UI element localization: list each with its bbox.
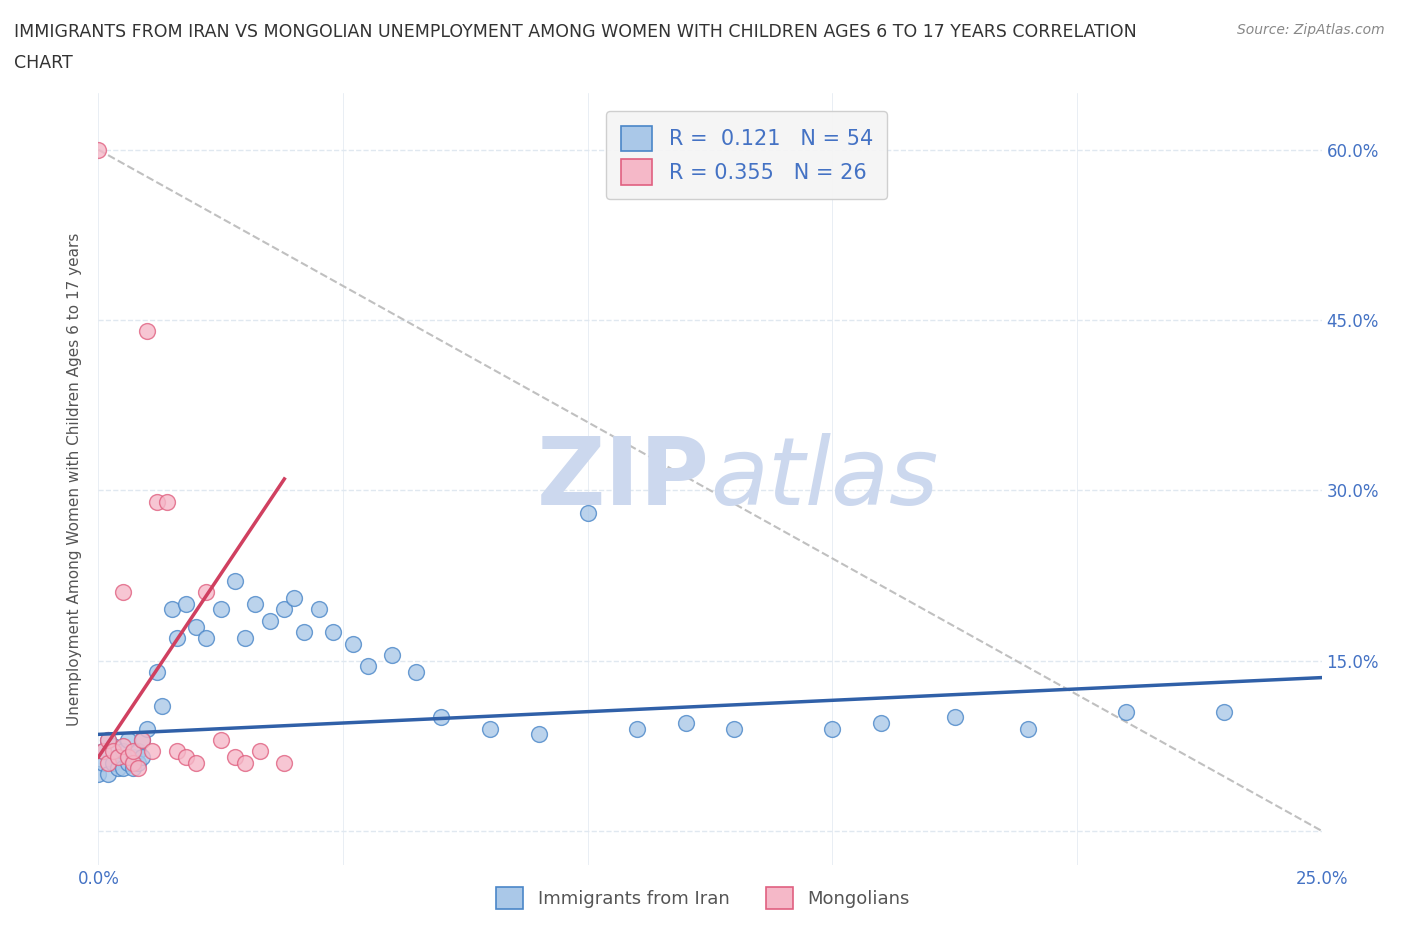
Point [136,722,159,737]
Point [166,631,188,645]
Point [107,750,129,764]
Point [150,698,173,713]
Point [1212,704,1234,719]
Point [233,631,256,645]
Point [117,755,139,770]
Text: CHART: CHART [14,54,73,72]
Point [87,142,110,157]
Point [381,647,404,662]
Point [111,585,134,600]
Text: Source: ZipAtlas.com: Source: ZipAtlas.com [1237,23,1385,37]
Point [626,722,648,737]
Point [430,710,453,724]
Point [870,715,893,730]
Point [141,744,163,759]
Point [186,619,208,634]
Point [283,591,305,605]
Point [107,750,129,764]
Point [146,665,169,680]
Point [131,733,153,748]
Point [131,750,153,764]
Point [249,744,271,759]
Point [1017,722,1039,737]
Point [166,744,188,759]
Point [675,715,697,730]
Point [160,602,183,617]
Point [821,722,844,737]
Legend: R =  0.121   N = 54, R = 0.355   N = 26: R = 0.121 N = 54, R = 0.355 N = 26 [606,112,887,199]
Point [127,761,149,776]
Point [209,602,232,617]
Point [127,755,149,770]
Point [233,755,256,770]
Point [87,766,110,781]
Text: ZIP: ZIP [537,433,710,525]
Point [186,755,208,770]
Point [111,744,134,759]
Point [195,585,218,600]
Point [91,755,114,770]
Point [91,744,114,759]
Point [259,614,281,629]
Point [117,750,139,764]
Point [943,710,966,724]
Point [131,733,153,748]
Point [576,506,599,521]
Point [97,766,120,781]
Point [101,744,124,759]
Point [195,631,218,645]
Point [111,761,134,776]
Point [527,727,550,742]
Point [292,625,315,640]
Point [224,750,246,764]
Point [273,602,295,617]
Point [121,761,143,776]
Point [127,744,149,759]
Point [146,494,169,509]
Point [209,733,232,748]
Point [97,733,120,748]
Point [121,744,143,759]
Point [1115,704,1137,719]
Point [308,602,330,617]
Point [243,596,266,611]
Legend: Immigrants from Iran, Mongolians: Immigrants from Iran, Mongolians [489,880,917,916]
Point [342,636,364,651]
Point [723,722,745,737]
Point [97,733,120,748]
Point [111,738,134,753]
Point [478,722,501,737]
Point [176,750,198,764]
Point [356,658,378,673]
Point [107,761,129,776]
Point [405,665,427,680]
Point [91,744,114,759]
Point [224,574,246,589]
Point [121,750,143,764]
Text: atlas: atlas [710,433,938,525]
Point [101,755,124,770]
Point [176,596,198,611]
Point [136,324,159,339]
Text: IMMIGRANTS FROM IRAN VS MONGOLIAN UNEMPLOYMENT AMONG WOMEN WITH CHILDREN AGES 6 : IMMIGRANTS FROM IRAN VS MONGOLIAN UNEMPL… [14,23,1137,41]
Y-axis label: Unemployment Among Women with Children Ages 6 to 17 years: Unemployment Among Women with Children A… [67,232,83,725]
Point [322,625,344,640]
Point [273,755,295,770]
Point [156,494,179,509]
Point [121,755,143,770]
Point [97,755,120,770]
Point [117,733,139,748]
Point [101,738,124,753]
